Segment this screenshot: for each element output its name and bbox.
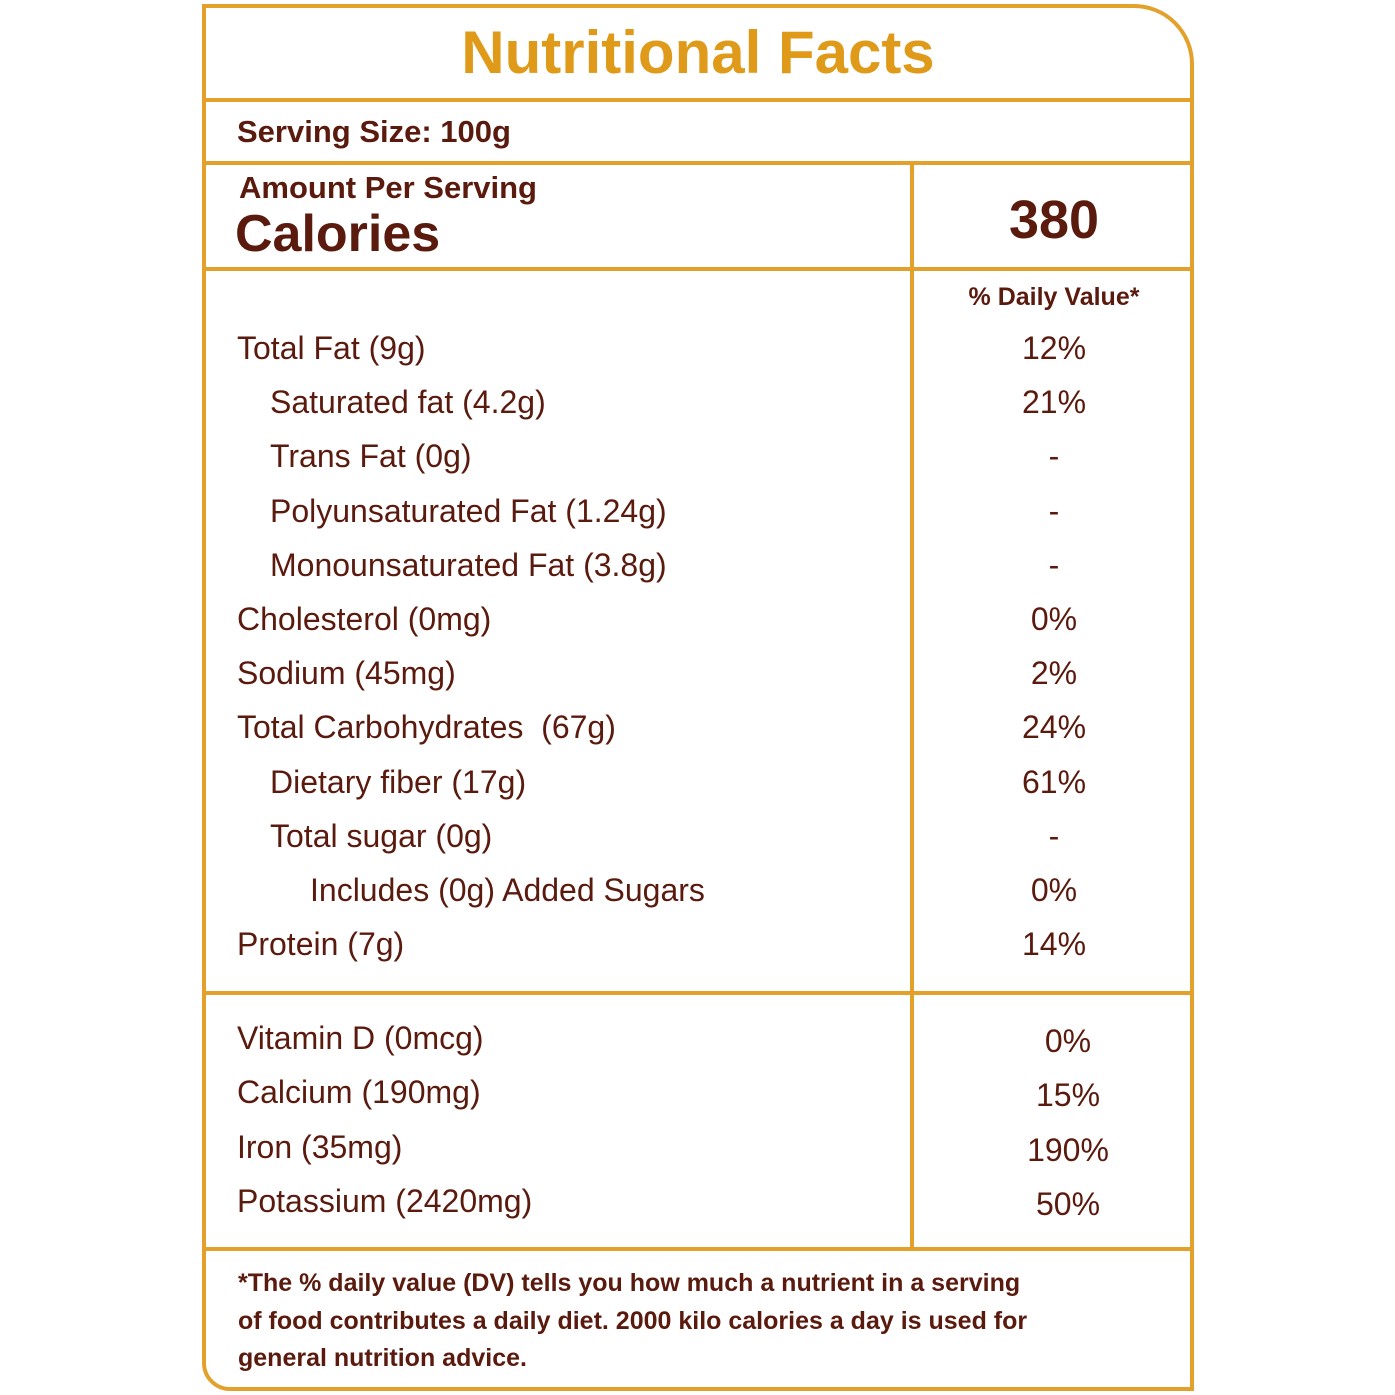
divider (202, 267, 1194, 271)
divider (202, 1247, 1194, 1251)
divider (202, 991, 1194, 995)
calories-label: Calories (235, 205, 441, 263)
title: Nutritional Facts (461, 19, 935, 86)
daily-value: 0% (1030, 601, 1078, 637)
divider (202, 161, 1194, 165)
daily-value: 15% (1035, 1077, 1101, 1114)
nutrient-label: Dietary fiber (17g) (270, 763, 527, 800)
column-divider (910, 163, 914, 1249)
nutrient-label: Trans Fat (0g) (270, 438, 472, 475)
footnote-line: general nutrition advice. (238, 1344, 527, 1372)
daily-value-header: % Daily Value* (968, 283, 1140, 311)
divider (202, 98, 1194, 102)
nutrient-label: Includes (0g) Added Sugars (310, 872, 705, 908)
nutrient-label: Saturated fat (4.2g) (270, 384, 546, 421)
daily-value: 190% (1027, 1131, 1109, 1168)
vitamin-label: Vitamin D (0mcg) (237, 1020, 484, 1056)
nutrient-label: Cholesterol (0mg) (237, 601, 492, 637)
nutrient-label: Total sugar (0g) (270, 817, 493, 854)
calories-value: 380 (1008, 190, 1100, 250)
nutrient-label: Polyunsaturated Fat (1.24g) (270, 492, 667, 529)
vitamin-label: Calcium (190mg) (237, 1074, 481, 1111)
footnote-line: *The % daily value (DV) tells you how mu… (238, 1269, 1021, 1297)
daily-value: 2% (1030, 655, 1078, 692)
vitamin-label: Iron (35mg) (237, 1128, 403, 1165)
daily-value: 24% (1021, 709, 1087, 746)
daily-value: - (1048, 438, 1060, 475)
daily-value: - (1048, 817, 1060, 854)
daily-value: 14% (1021, 926, 1087, 963)
nutrient-label: Sodium (45mg) (237, 655, 456, 692)
daily-value: - (1048, 492, 1060, 529)
nutrient-label: Monounsaturated Fat (3.8g) (270, 546, 667, 583)
daily-value: 12% (1021, 330, 1087, 366)
nutrient-label: Total Fat (9g) (237, 330, 426, 366)
daily-value: 61% (1021, 763, 1087, 800)
footnote-line: of food contributes a daily diet. 2000 k… (238, 1306, 1028, 1335)
nutrient-label: Protein (7g) (237, 926, 405, 963)
daily-value: 0% (1030, 872, 1078, 908)
daily-value: 21% (1021, 384, 1087, 421)
serving-size: Serving Size: 100g (237, 114, 511, 149)
label-border (202, 4, 1194, 1391)
daily-value: - (1048, 546, 1060, 583)
amount-per-serving: Amount Per Serving (239, 170, 537, 205)
nutrient-label: Total Carbohydrates (67g) (237, 709, 616, 746)
vitamin-label: Potassium (2420mg) (237, 1182, 533, 1219)
daily-value: 0% (1044, 1023, 1092, 1059)
daily-value: 50% (1035, 1185, 1101, 1222)
